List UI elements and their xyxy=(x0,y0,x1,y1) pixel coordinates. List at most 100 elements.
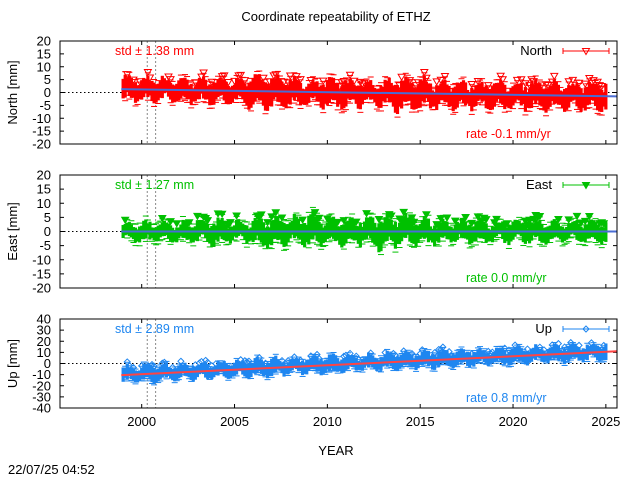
error-bar xyxy=(187,226,191,240)
error-bar xyxy=(162,363,166,376)
data-marker xyxy=(445,347,453,356)
error-bar xyxy=(175,368,179,380)
error-bar xyxy=(342,84,346,109)
error-bar xyxy=(278,220,282,240)
error-bar xyxy=(255,356,259,374)
error-bar xyxy=(309,214,313,240)
error-bar xyxy=(135,85,140,102)
error-bar xyxy=(513,84,517,102)
error-bar xyxy=(284,84,288,109)
data-marker xyxy=(237,356,245,364)
error-bar xyxy=(538,348,542,359)
error-bar xyxy=(234,359,239,375)
data-marker xyxy=(245,357,253,365)
error-bar xyxy=(224,224,228,242)
y-axis-label-up: Up [mm] xyxy=(5,339,20,388)
error-bar xyxy=(133,370,138,383)
error-bar xyxy=(179,78,183,99)
error-bar xyxy=(185,365,189,377)
error-bar xyxy=(201,221,206,235)
error-bar xyxy=(150,80,154,102)
error-bar xyxy=(329,217,334,237)
error-bar xyxy=(135,370,140,383)
data-marker xyxy=(125,361,134,370)
data-marker xyxy=(318,77,328,86)
error-bar xyxy=(138,85,142,100)
error-bar xyxy=(369,80,373,100)
error-bar xyxy=(270,78,274,107)
data-marker xyxy=(419,69,429,77)
error-bar xyxy=(536,221,540,237)
error-bar xyxy=(301,360,305,376)
data-marker xyxy=(536,343,544,351)
error-bar xyxy=(327,218,332,239)
error-bar xyxy=(280,81,284,106)
error-bar xyxy=(319,359,323,376)
error-bar xyxy=(280,221,284,245)
error-bar xyxy=(496,82,501,100)
error-bar xyxy=(220,362,224,373)
error-bar xyxy=(404,350,408,366)
y-axis-label-north: North [mm] xyxy=(5,60,20,124)
error-bar xyxy=(449,355,453,367)
data-marker xyxy=(166,76,175,84)
error-bar xyxy=(218,362,222,373)
error-bar xyxy=(206,85,210,100)
error-bar xyxy=(309,83,313,98)
error-bar xyxy=(397,222,402,245)
error-bar xyxy=(356,85,360,109)
trend-line-north xyxy=(121,88,618,98)
error-bar xyxy=(212,82,216,105)
error-bar xyxy=(319,85,323,108)
error-bar xyxy=(480,218,484,239)
error-bar xyxy=(581,93,585,108)
error-bar xyxy=(461,217,466,239)
error-bar xyxy=(433,225,437,247)
error-bar xyxy=(525,350,530,366)
error-bar xyxy=(210,367,214,380)
error-bar xyxy=(503,222,507,243)
data-marker xyxy=(549,72,559,81)
error-bar xyxy=(222,361,226,377)
error-bar xyxy=(544,352,548,362)
error-bar xyxy=(410,82,414,110)
error-bar xyxy=(499,222,503,235)
error-bar xyxy=(313,216,317,236)
error-bar xyxy=(239,361,243,372)
error-bar xyxy=(199,80,204,94)
error-bar xyxy=(542,227,546,243)
error-bar xyxy=(243,83,247,103)
error-bar xyxy=(459,348,464,363)
error-bar xyxy=(443,350,447,363)
y-tick-label: 5 xyxy=(44,210,51,225)
error-bar xyxy=(276,74,280,102)
error-bar xyxy=(189,83,193,105)
error-bar xyxy=(315,216,319,241)
error-bar xyxy=(166,80,171,97)
legend-marker xyxy=(581,182,591,190)
y-tick-label: -10 xyxy=(32,367,51,382)
data-marker xyxy=(352,352,360,360)
error-bar xyxy=(552,79,556,104)
error-bar xyxy=(263,82,268,111)
error-bar xyxy=(356,361,360,370)
error-bar xyxy=(391,85,395,107)
error-bar xyxy=(307,215,311,245)
error-bar xyxy=(600,348,604,361)
error-bar xyxy=(387,77,391,103)
data-marker xyxy=(554,339,563,348)
data-marker xyxy=(285,72,295,81)
error-bar xyxy=(267,227,272,245)
error-bar xyxy=(441,80,445,101)
error-bar xyxy=(210,225,214,247)
error-bar xyxy=(154,84,158,103)
error-bar xyxy=(600,226,604,245)
error-bar xyxy=(406,78,410,102)
error-bar xyxy=(265,83,270,111)
error-bar xyxy=(375,358,379,372)
data-marker xyxy=(203,217,213,225)
error-bar xyxy=(181,219,185,238)
error-bar xyxy=(187,85,191,100)
error-bar xyxy=(350,354,354,367)
error-bar xyxy=(433,354,437,370)
